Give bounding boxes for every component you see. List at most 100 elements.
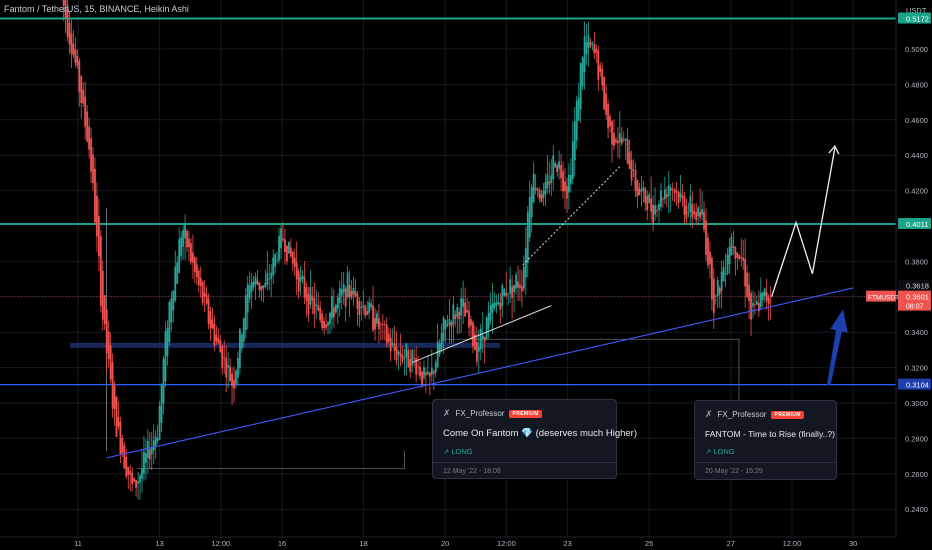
- idea-card-2[interactable]: ✗ FX_Professor PREMIUM FANTOM - Time to …: [694, 400, 837, 480]
- candle-body: [405, 343, 408, 358]
- candle-body: [428, 372, 431, 377]
- candle-body: [597, 50, 600, 80]
- candle-body: [454, 314, 457, 320]
- candle-body: [191, 252, 194, 263]
- candle-body: [485, 317, 488, 340]
- candle-body: [626, 139, 629, 164]
- candle-body: [624, 138, 627, 141]
- candle-body: [695, 212, 698, 220]
- price-tick-label: 0.3800: [905, 257, 928, 266]
- secondary-price-label: 0.3618: [906, 282, 929, 291]
- time-tick-label: 18: [359, 539, 367, 548]
- candle-body: [522, 266, 525, 289]
- level-label-mid: 0.4011: [906, 220, 928, 229]
- candle-body: [166, 327, 169, 357]
- candle-body: [491, 303, 494, 313]
- candle-body: [605, 93, 608, 115]
- candle-body: [88, 126, 90, 150]
- candle-body: [346, 272, 349, 298]
- candle-body: [564, 181, 566, 192]
- candle-body: [393, 343, 396, 351]
- candle-body: [593, 43, 596, 54]
- candle-body: [646, 196, 649, 211]
- level-label-top-bg: [898, 12, 931, 24]
- time-tick-label: 30: [849, 539, 857, 548]
- candle-body: [256, 280, 259, 285]
- candle-body: [278, 235, 280, 261]
- candle-body: [519, 284, 521, 288]
- candle-body: [685, 205, 688, 219]
- candle-body: [513, 285, 515, 293]
- candle-body: [464, 302, 467, 317]
- candle-body: [225, 357, 228, 378]
- candle-body: [219, 340, 222, 353]
- candle-body: [538, 189, 541, 199]
- candle-body: [511, 286, 514, 298]
- candle-body: [133, 478, 136, 482]
- level-label-low: 0.3104: [906, 381, 929, 390]
- candle-body: [92, 154, 94, 184]
- candle-body: [474, 334, 476, 350]
- candle-body: [111, 362, 114, 409]
- time-tick-label: 25: [645, 539, 653, 548]
- candle-body: [618, 132, 621, 143]
- candle-body: [542, 191, 545, 199]
- candle-body: [705, 220, 707, 256]
- candle-body: [113, 385, 116, 410]
- candle-body: [419, 366, 421, 377]
- candle-body: [425, 372, 427, 375]
- candle-body: [534, 187, 537, 191]
- candle-body: [207, 299, 210, 324]
- candle-body: [585, 41, 588, 55]
- idea-title[interactable]: FANTOM - Time to Rise (finally..?): [705, 429, 836, 439]
- time-tick-label: 11: [74, 539, 82, 548]
- candle-body: [573, 120, 576, 161]
- candle-body: [129, 470, 132, 475]
- candle-body: [699, 211, 702, 218]
- candle-body: [477, 346, 480, 352]
- candle-body: [203, 292, 206, 297]
- time-tick-label: 12:00: [211, 539, 230, 548]
- candle-body: [115, 397, 118, 437]
- candle-body: [571, 141, 574, 180]
- candle-body: [756, 301, 758, 305]
- candle-body: [240, 334, 243, 349]
- idea-author[interactable]: FX_Professor: [455, 409, 505, 418]
- candle-body: [450, 322, 453, 328]
- candle-body: [156, 438, 159, 442]
- candle-body: [493, 302, 496, 309]
- candle-body: [376, 313, 378, 324]
- candle-body: [546, 174, 549, 189]
- candle-body: [658, 203, 660, 211]
- time-tick-label: 16: [278, 539, 286, 548]
- candle-body: [411, 350, 414, 366]
- candle-body: [391, 343, 394, 345]
- candle-body: [728, 246, 731, 265]
- candle-body: [736, 252, 739, 258]
- candle-body: [64, 0, 67, 18]
- level-label-top: 0.5172: [906, 15, 929, 24]
- candle-body: [307, 294, 310, 315]
- candle-body: [517, 281, 519, 288]
- candle-body: [144, 453, 147, 463]
- idea-title[interactable]: Come On Fantom 💎 (deserves much Higher): [443, 428, 637, 439]
- idea-card-1[interactable]: ✗ FX_Professor PREMIUM Come On Fantom 💎 …: [432, 399, 637, 479]
- candle-body: [712, 278, 715, 314]
- candle-body: [227, 364, 230, 368]
- candle-body: [233, 379, 235, 389]
- candle-body: [581, 57, 584, 87]
- idea-author[interactable]: FX_Professor: [717, 410, 767, 419]
- candle-body: [654, 205, 656, 215]
- candle-body: [237, 357, 239, 378]
- candle-body: [274, 254, 277, 267]
- candle-body: [370, 303, 373, 308]
- candle-body: [86, 111, 89, 142]
- candle-body: [628, 151, 631, 170]
- card-divider: [695, 462, 836, 463]
- idea-date: 12 May '22 - 18:08: [443, 468, 501, 475]
- candle-body: [763, 288, 766, 297]
- price-axis[interactable]: USDT 0.5000 0.4800 0.4600 0.4400 0.4200 0.3800…: [866, 0, 932, 550]
- candle-body: [609, 116, 611, 127]
- candle-body: [710, 258, 713, 300]
